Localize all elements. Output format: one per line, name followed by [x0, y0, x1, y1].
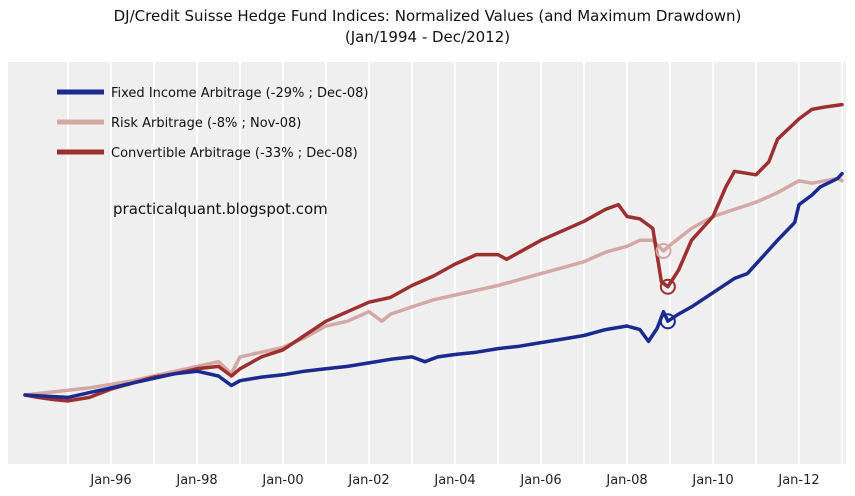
- drawdown-marker: [659, 313, 676, 330]
- drawdown-marker: [659, 278, 676, 295]
- legend: Fixed Income Arbitrage (-29% ; Dec-08) Ri…: [57, 86, 368, 161]
- legend-label: Convertible Arbitrage (-33% ; Dec-08): [111, 146, 358, 161]
- x-tick-label: Jan-10: [691, 473, 733, 488]
- x-tick-label: Jan-06: [519, 473, 561, 488]
- series-line: [23, 176, 844, 397]
- x-tick-label: Jan-04: [433, 473, 475, 488]
- x-tick-label: Jan-02: [347, 473, 389, 488]
- x-tick-label: Jan-08: [605, 473, 647, 488]
- x-tick-label: Jan-98: [175, 473, 217, 488]
- series-layer: [23, 102, 844, 403]
- legend-label: Risk Arbitrage (-8% ; Nov-08): [111, 116, 301, 131]
- x-tick-label: Jan-12: [777, 473, 819, 488]
- series-line: [23, 171, 844, 400]
- drawdown-marker: [655, 243, 672, 260]
- x-axis-ticks: Jan-96 Jan-98 Jan-00 Jan-02 Jan-04 Jan-06 Jan-…: [89, 473, 819, 488]
- chart-subtitle: (Jan/1994 - Dec/2012): [344, 28, 511, 46]
- plot-background: [8, 62, 846, 464]
- x-tick-label: Jan-00: [261, 473, 303, 488]
- watermark-annotation: practicalquant.blogspot.com: [113, 200, 328, 218]
- legend-label: Fixed Income Arbitrage (-29% ; Dec-08): [111, 86, 368, 101]
- chart-title: DJ/Credit Suisse Hedge Fund Indices: Nor…: [113, 7, 742, 25]
- x-tick-label: Jan-96: [89, 473, 131, 488]
